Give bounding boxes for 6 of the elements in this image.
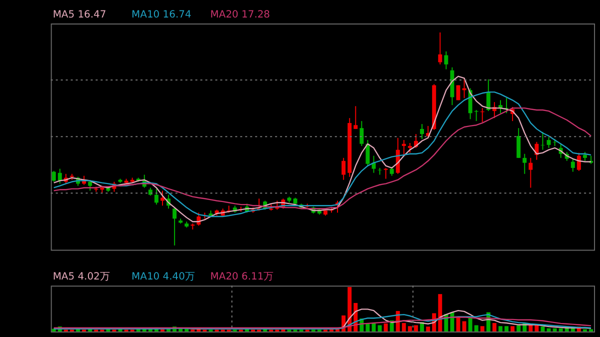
text: MA5 4.02万 — [52, 272, 110, 283]
text: MA10 16.74 — [132, 10, 192, 21]
text: MA5 16.47 — [52, 10, 106, 21]
text: MA10 4.40万 — [132, 272, 195, 283]
text: MA20 17.28 — [210, 10, 270, 21]
text: MA20 6.11万 — [210, 272, 274, 283]
